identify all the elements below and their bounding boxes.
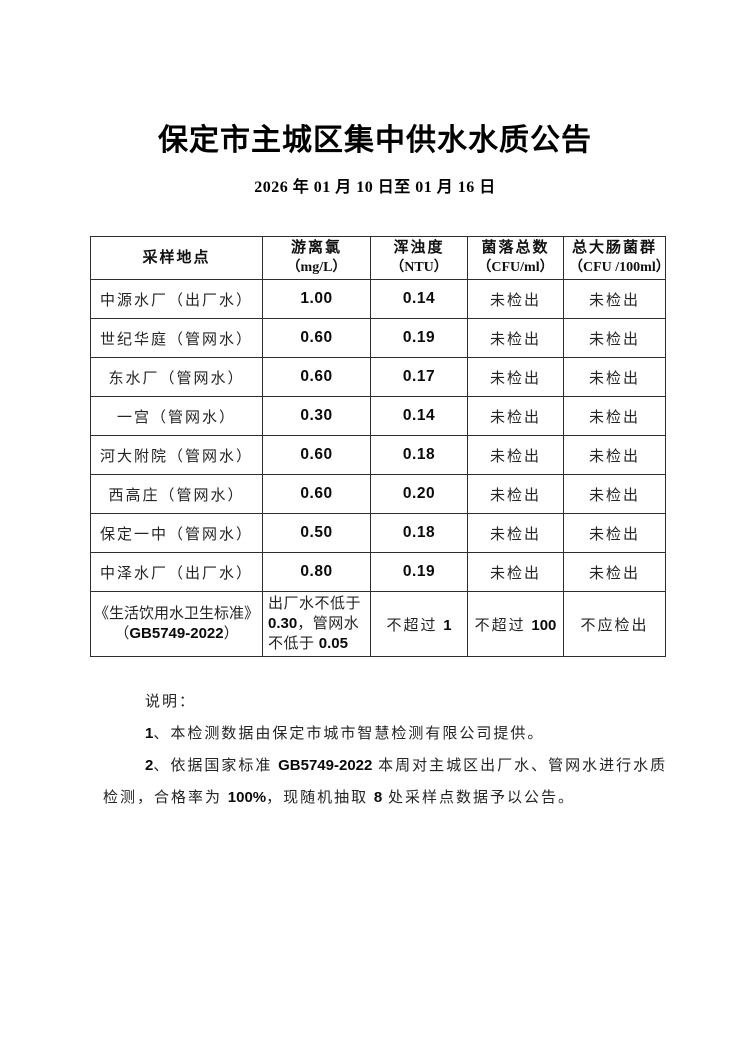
cell-chlorine: 0.60 (262, 318, 371, 358)
cell-chlorine: 0.60 (262, 435, 371, 475)
cell-coliform: 未检出 (563, 513, 666, 553)
col-header-colony: 菌落总数 （CFU/ml） (467, 236, 564, 280)
cell-location: 一宫（管网水） (90, 396, 263, 436)
notes-heading: 说明： (145, 694, 197, 710)
header-unit: （CFU/ml） (477, 260, 554, 275)
standard-name-line2: （GB5749-2022） (114, 625, 239, 642)
cell-turbidity: 0.18 (370, 513, 468, 553)
cell-coliform: 未检出 (563, 552, 666, 592)
table-header: 采样地点 游离氯 （mg/L） 浑浊度 （NTU） 菌落总数 （CFU/ml） 总大肠… (90, 236, 666, 280)
cell-location: 西高庄（管网水） (90, 474, 263, 514)
col-header-chlorine: 游离氯 （mg/L） (262, 236, 371, 280)
cell-colony: 未检出 (467, 474, 564, 514)
cell-colony: 未检出 (467, 318, 564, 358)
table-row: 西高庄（管网水） 0.60 0.20 未检出 未检出 (90, 474, 666, 514)
header-unit: （NTU） (390, 260, 448, 275)
header-label: 采样地点 (142, 249, 211, 266)
cell-turbidity: 0.19 (370, 318, 468, 358)
cell-coliform: 未检出 (563, 279, 666, 319)
cell-chlorine: 0.60 (262, 474, 371, 514)
water-quality-table: 采样地点 游离氯 （mg/L） 浑浊度 （NTU） 菌落总数 （CFU/ml） 总大肠… (90, 236, 666, 657)
page-title: 保定市主城区集中供水水质公告 (158, 124, 592, 157)
cell-coliform: 未检出 (563, 396, 666, 436)
col-header-turbidity: 浑浊度 （NTU） (370, 236, 468, 280)
cell-colony: 未检出 (467, 396, 564, 436)
cell-turbidity: 0.14 (370, 279, 468, 319)
header-unit: （CFU /100ml） (569, 260, 666, 275)
header-label: 游离氯 (290, 240, 342, 256)
cell-colony: 未检出 (467, 357, 564, 397)
header-row: 采样地点 游离氯 （mg/L） 浑浊度 （NTU） 菌落总数 （CFU/ml） 总大肠… (90, 236, 666, 280)
header-label: 浑浊度 (393, 240, 445, 256)
table-row: 中泽水厂（出厂水） 0.80 0.19 未检出 未检出 (90, 552, 666, 592)
table-body: 中源水厂（出厂水） 1.00 0.14 未检出 未检出 世纪华庭（管网水） 0.… (90, 279, 666, 657)
cell-location: 中源水厂（出厂水） (90, 279, 263, 319)
cell-turbidity: 0.17 (370, 357, 468, 397)
cell-colony: 未检出 (467, 513, 564, 553)
cell-standard-name: 《生活饮用水卫生标准》 （GB5749-2022） (90, 591, 263, 657)
cell-colony: 未检出 (467, 279, 564, 319)
cell-coliform: 未检出 (563, 474, 666, 514)
cell-coliform: 未检出 (563, 357, 666, 397)
table-row: 世纪华庭（管网水） 0.60 0.19 未检出 未检出 (90, 318, 666, 358)
table-row: 一宫（管网水） 0.30 0.14 未检出 未检出 (90, 396, 666, 436)
col-header-location: 采样地点 (90, 236, 263, 280)
header-unit: （mg/L） (286, 260, 347, 275)
table-row: 东水厂（管网水） 0.60 0.17 未检出 未检出 (90, 357, 666, 397)
cell-coliform: 未检出 (563, 318, 666, 358)
cell-standard-chlorine: 出厂水不低于 0.30，管网水 不低于 0.05 (262, 591, 371, 657)
standard-row: 《生活饮用水卫生标准》 （GB5749-2022） 出厂水不低于 0.30，管网… (90, 591, 666, 657)
cell-turbidity: 0.18 (370, 435, 468, 475)
cell-location: 世纪华庭（管网水） (90, 318, 263, 358)
cell-colony: 未检出 (467, 552, 564, 592)
cell-location: 保定一中（管网水） (90, 513, 263, 553)
table-row: 河大附院（管网水） 0.60 0.18 未检出 未检出 (90, 435, 666, 475)
cell-standard-colony: 不超过 100 (467, 591, 564, 657)
cell-standard-coliform: 不应检出 (563, 591, 666, 657)
cell-location: 河大附院（管网水） (90, 435, 263, 475)
cell-coliform: 未检出 (563, 435, 666, 475)
cell-location: 中泽水厂（出厂水） (90, 552, 263, 592)
cell-chlorine: 1.00 (262, 279, 371, 319)
cell-chlorine: 0.30 (262, 396, 371, 436)
table-row: 中源水厂（出厂水） 1.00 0.14 未检出 未检出 (90, 279, 666, 319)
cell-turbidity: 0.19 (370, 552, 468, 592)
note-item-2: 2、依据国家标准 GB5749-2022 本周对主城区出厂水、管网水进行水质检测… (103, 757, 668, 806)
standard-name-line1: 《生活饮用水卫生标准》 (93, 606, 259, 622)
table-row: 保定一中（管网水） 0.50 0.18 未检出 未检出 (90, 513, 666, 553)
cell-chlorine: 0.50 (262, 513, 371, 553)
header-label: 菌落总数 (481, 240, 550, 256)
cell-chlorine: 0.80 (262, 552, 371, 592)
cell-chlorine: 0.60 (262, 357, 371, 397)
cell-location: 东水厂（管网水） (90, 357, 263, 397)
cell-turbidity: 0.20 (370, 474, 468, 514)
note-item-1: 1、本检测数据由保定市城市智慧检测有限公司提供。 (145, 725, 545, 742)
cell-turbidity: 0.14 (370, 396, 468, 436)
cell-colony: 未检出 (467, 435, 564, 475)
header-label: 总大肠菌群 (571, 240, 657, 256)
cell-standard-turbidity: 不超过 1 (370, 591, 468, 657)
col-header-coliform: 总大肠菌群 （CFU /100ml） (563, 236, 666, 280)
date-range: 2026 年 01 月 10 日至 01 月 16 日 (254, 179, 496, 196)
notes-section: 说明： 1、本检测数据由保定市城市智慧检测有限公司提供。 2、依据国家标准 GB… (103, 687, 673, 814)
